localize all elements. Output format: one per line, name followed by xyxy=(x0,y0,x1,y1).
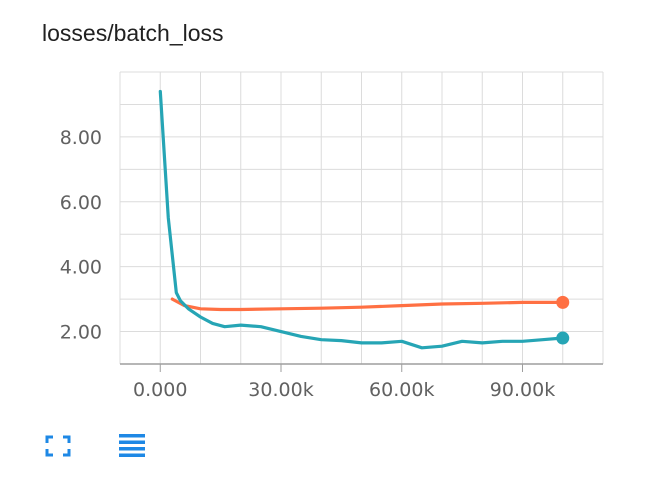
data-series-menu-icon xyxy=(119,434,145,457)
series-end-marker-1 xyxy=(556,331,570,345)
series-line-1 xyxy=(158,89,565,350)
chart-title: losses/batch_loss xyxy=(42,20,224,46)
series-line-0 xyxy=(170,297,565,312)
x-tick-label: 90.00k xyxy=(490,379,555,401)
fullscreen-icon xyxy=(45,435,71,457)
chart-toolbar xyxy=(40,430,150,462)
y-tick-label: 2.00 xyxy=(60,322,102,344)
series-end-marker-0 xyxy=(556,295,570,309)
fullscreen-button[interactable] xyxy=(40,430,76,462)
data-series-menu-button[interactable] xyxy=(114,430,150,462)
y-tick-label: 6.00 xyxy=(60,192,102,214)
x-tick-label: 30.00k xyxy=(248,379,313,401)
y-tick-label: 8.00 xyxy=(60,127,102,149)
x-tick-label: 60.00k xyxy=(369,379,434,401)
y-tick-label: 4.00 xyxy=(60,257,102,279)
x-tick-label: 0.000 xyxy=(133,379,187,401)
